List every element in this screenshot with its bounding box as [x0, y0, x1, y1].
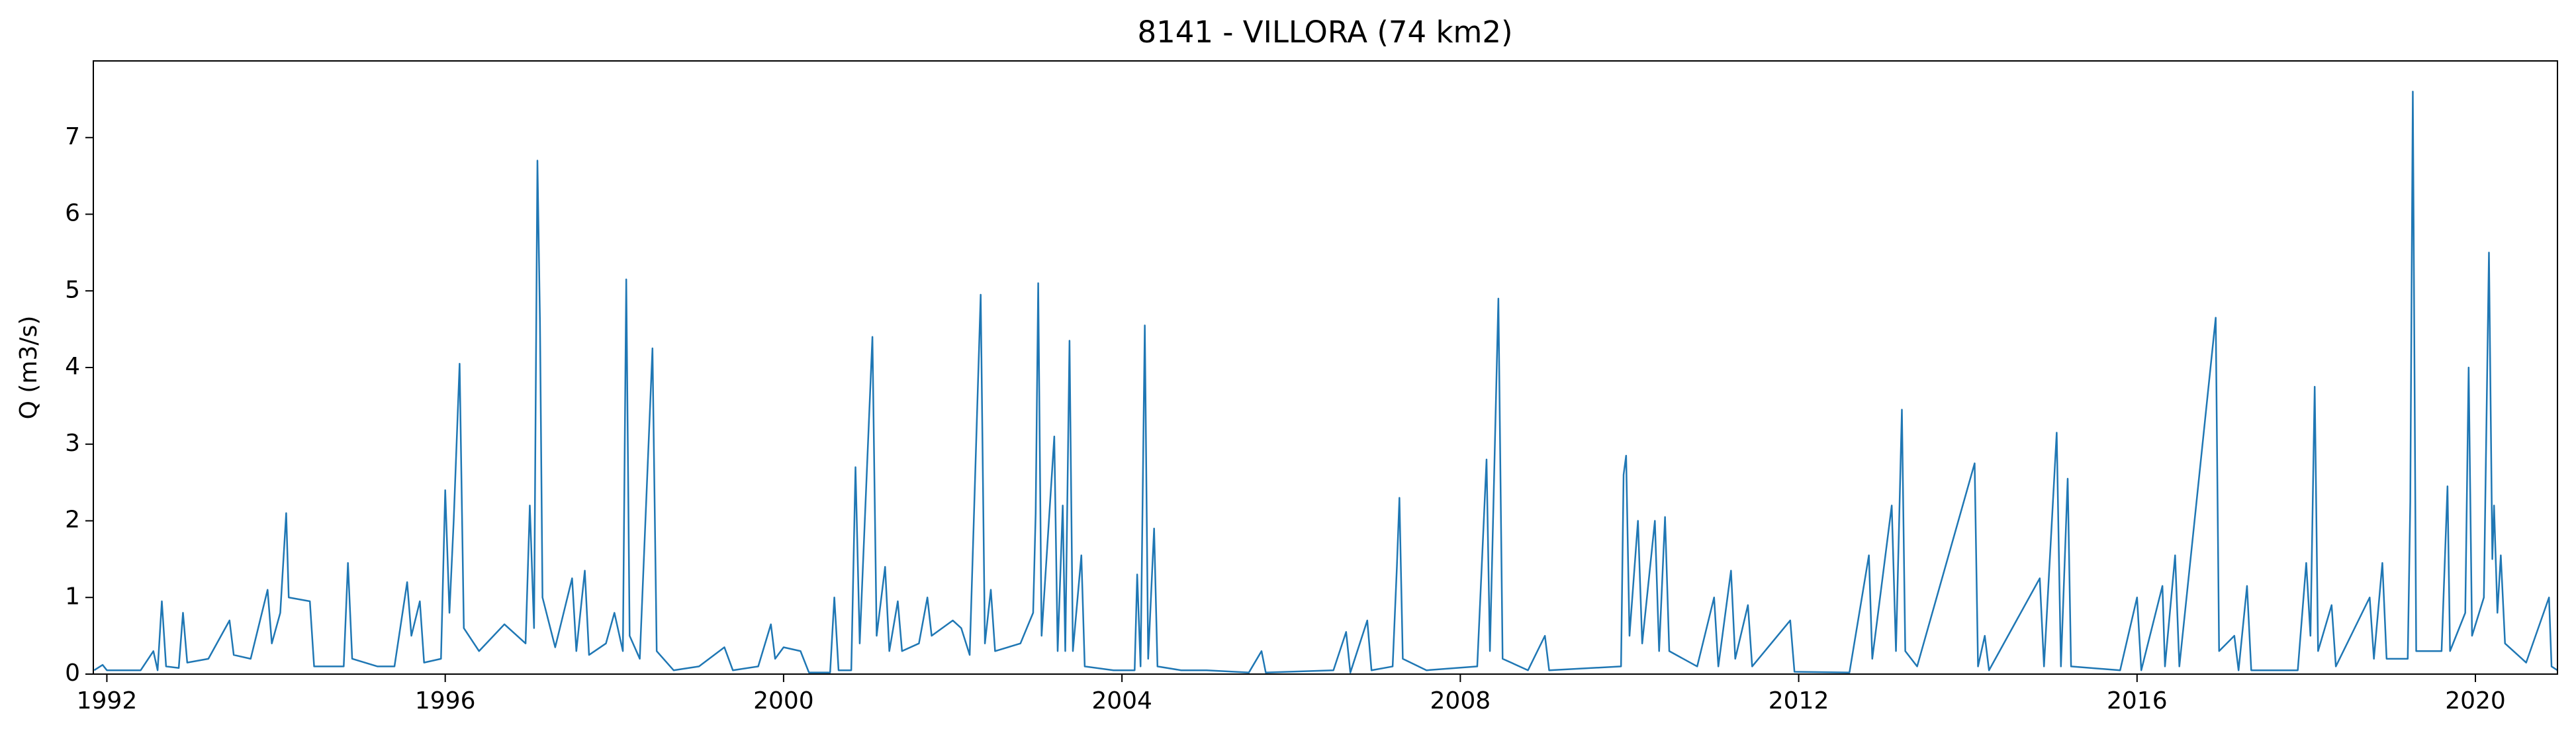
y-tick-label: 6 — [65, 200, 80, 227]
y-tick-label: 4 — [65, 353, 80, 380]
x-tick-label: 2008 — [1430, 687, 1491, 714]
y-tick-label: 3 — [65, 430, 80, 457]
y-tick-label: 7 — [65, 123, 80, 150]
y-tick-label: 2 — [65, 507, 80, 534]
y-tick-label: 5 — [65, 276, 80, 303]
y-tick-label: 1 — [65, 583, 80, 610]
x-tick-label: 2004 — [1091, 687, 1152, 714]
y-tick-label: 0 — [65, 660, 80, 687]
x-tick-label: 2000 — [753, 687, 814, 714]
chart-title: 8141 - VILLORA (74 km2) — [1137, 15, 1512, 50]
x-tick-label: 1992 — [77, 687, 138, 714]
x-tick-label: 2016 — [2107, 687, 2168, 714]
y-axis-label: Q (m3/s) — [15, 316, 42, 420]
x-tick-label: 2020 — [2445, 687, 2506, 714]
x-tick-label: 1996 — [415, 687, 476, 714]
plot-frame — [93, 60, 2558, 675]
flow-line — [93, 91, 2557, 673]
x-tick-label: 2012 — [1769, 687, 1829, 714]
